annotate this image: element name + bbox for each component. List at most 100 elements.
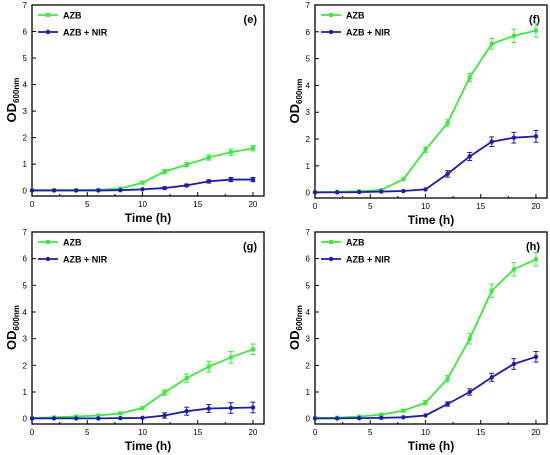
legend-marker-e (45, 29, 51, 35)
legend-marker-f (329, 13, 333, 17)
data-point-g (51, 416, 57, 421)
y-tick-label-h: 6 (306, 255, 311, 264)
data-point-e (51, 188, 57, 193)
data-point-f (533, 28, 538, 33)
data-point-g (118, 415, 123, 421)
panel-label-e: (e) (244, 14, 258, 26)
y-tick-label-f: 2 (306, 135, 311, 144)
data-point-e (118, 187, 123, 193)
legend-h: AZB AZB + NIR (321, 238, 391, 265)
series-line-f (315, 135, 537, 194)
legend-label-g: AZB + NIR (63, 255, 108, 265)
plot-frame-e (31, 4, 265, 197)
y-tick-label-h: 7 (306, 228, 311, 237)
y-tick-label-h: 5 (306, 281, 311, 290)
legend-label-f: AZB (346, 11, 365, 21)
data-point-e (140, 180, 145, 185)
data-point-e (184, 162, 189, 167)
x-tick-label-e: 5 (85, 200, 90, 209)
x-axis-label-h: Time (h) (408, 439, 454, 453)
data-point-f (356, 189, 362, 195)
data-point-e (184, 183, 189, 188)
data-point-e (250, 177, 256, 182)
legend-e: AZB AZB + NIR (38, 11, 108, 38)
data-point-g (140, 415, 145, 421)
legend-marker-g (46, 240, 50, 244)
data-point-h (467, 389, 472, 395)
data-point-h (379, 412, 384, 417)
series-line-h (315, 355, 537, 420)
y-tick-label-h: 2 (306, 361, 311, 370)
data-point-g (96, 416, 101, 421)
data-point-e (228, 177, 234, 182)
y-tick-label-h: 0 (306, 415, 311, 424)
y-tick-label-e: 0 (23, 187, 28, 196)
data-point-g (118, 411, 123, 416)
data-point-e (250, 146, 255, 151)
x-tick-label-e: 20 (248, 200, 257, 209)
x-tick-label-f: 10 (421, 202, 430, 211)
data-point-h (401, 408, 406, 413)
y-tick-label-g: 6 (23, 255, 28, 264)
plot-frame-g (31, 231, 265, 425)
data-point-e (73, 188, 79, 193)
data-point-e (228, 150, 233, 155)
y-tick-label-h: 3 (306, 335, 311, 344)
series-line-f (314, 29, 537, 194)
x-axis-label-f: Time (h) (408, 213, 454, 227)
legend-label-g: AZB (63, 238, 82, 248)
series-azb-nir-e (29, 176, 256, 193)
data-point-f (511, 135, 517, 140)
data-point-e (162, 185, 167, 191)
legend-marker-e (46, 13, 50, 17)
x-tick-label-f: 5 (368, 202, 373, 211)
data-point-h (423, 413, 428, 418)
y-tick-label-g: 2 (23, 361, 28, 370)
y-tick-label-f: 1 (306, 162, 311, 171)
y-tick-label-h: 4 (306, 308, 311, 317)
data-point-e (96, 188, 101, 193)
data-point-g (140, 406, 145, 410)
data-point-h (312, 416, 318, 421)
y-tick-label-f: 7 (306, 1, 311, 10)
data-point-f (445, 120, 450, 125)
x-tick-label-e: 10 (138, 200, 147, 209)
data-point-g (96, 413, 101, 418)
data-point-e (162, 169, 167, 174)
x-tick-label-g: 0 (30, 428, 35, 437)
data-point-e (29, 188, 35, 193)
data-point-h (401, 415, 406, 420)
data-point-h (356, 415, 362, 421)
data-point-g (29, 416, 35, 421)
x-tick-label-f: 20 (531, 202, 540, 211)
data-point-g (228, 405, 234, 411)
x-tick-label-f: 0 (313, 202, 318, 211)
data-point-g (206, 364, 211, 369)
legend-marker-f (328, 29, 334, 35)
data-point-g (250, 405, 256, 410)
data-point-f (312, 190, 318, 195)
y-tick-label-e: 3 (23, 107, 28, 116)
x-tick-label-f: 15 (476, 202, 485, 211)
data-point-f (423, 147, 428, 152)
y-tick-label-e: 4 (23, 81, 28, 90)
x-tick-label-h: 20 (531, 428, 540, 437)
data-point-h (489, 288, 494, 293)
x-axis-label-e: Time (h) (125, 211, 171, 225)
x-tick-label-g: 15 (193, 428, 202, 437)
y-tick-label-g: 3 (23, 335, 28, 344)
data-point-f (445, 171, 450, 177)
x-tick-label-h: 5 (368, 428, 373, 437)
y-tick-label-e: 6 (23, 28, 28, 37)
x-axis-label-g: Time (h) (125, 439, 171, 453)
y-axis-label-h: OD600nm (287, 305, 304, 350)
data-point-f (533, 134, 539, 139)
y-axis-label-e: OD600nm (4, 78, 21, 123)
legend-f: AZB AZB + NIR (321, 11, 391, 38)
series-azb-g (30, 343, 256, 421)
series-azb-nir-g (29, 401, 256, 421)
series-line-h (314, 258, 537, 420)
